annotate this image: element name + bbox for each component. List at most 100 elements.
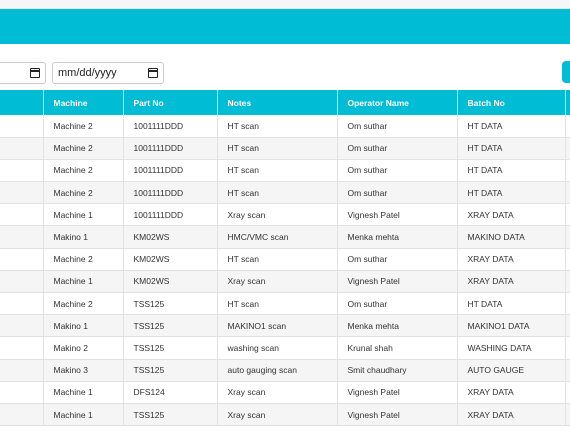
row-leading-cell <box>0 248 44 271</box>
operator-name-cell: Vignesh Patel <box>337 381 458 404</box>
calendar-icon[interactable] <box>148 68 158 78</box>
row-trailing-cell <box>565 292 570 316</box>
table-row[interactable]: Makino 1 KM02WS HMC/VMC scan Menka mehta MAK… <box>0 225 570 249</box>
notes-cell: HT scan <box>217 159 338 183</box>
table-row[interactable]: Machine 1 KM02WS Xray scan Vignesh Patel XRA… <box>0 270 570 294</box>
operator-name-cell: Om suthar <box>337 115 458 138</box>
row-leading-cell <box>0 292 44 316</box>
machine-cell: Machine 2 <box>43 137 124 160</box>
machine-cell: Makino 1 <box>43 314 124 338</box>
column-header-notes[interactable]: Notes <box>217 90 338 115</box>
notes-cell: Xray scan <box>217 270 338 294</box>
part-no-cell: KM02WS <box>123 225 218 249</box>
machine-cell: Machine 2 <box>43 115 124 138</box>
operator-name-cell: Krunal shah <box>337 336 458 360</box>
row-leading-cell <box>0 359 44 382</box>
batch-no-cell: WASHING DATA <box>457 336 566 360</box>
data-table: Machine Part No Notes Operator Name Batc… <box>0 90 570 427</box>
row-trailing-cell <box>565 181 570 205</box>
row-leading-cell <box>0 336 44 360</box>
row-trailing-cell <box>565 225 570 249</box>
column-header-cut <box>0 90 44 115</box>
batch-no-cell: HT DATA <box>457 292 566 316</box>
operator-name-cell: Vignesh Patel <box>337 270 458 294</box>
row-trailing-cell <box>565 159 570 183</box>
part-no-cell: TSS125 <box>123 314 218 338</box>
batch-no-cell: HT DATA <box>457 115 566 138</box>
table-row[interactable]: Machine 2 1001111DDD HT scan Om suthar HT DA… <box>0 137 570 160</box>
operator-name-cell: Om suthar <box>337 292 458 316</box>
part-no-cell: DFS124 <box>123 381 218 404</box>
machine-cell: Machine 2 <box>43 159 124 183</box>
table-row[interactable]: Makino 2 TSS125 washing scan Krunal shah WAS… <box>0 336 570 360</box>
operator-name-cell: Smit chaudhary <box>337 359 458 382</box>
row-trailing-cell <box>565 314 570 338</box>
machine-cell: Makino 2 <box>43 336 124 360</box>
notes-cell: HT scan <box>217 137 338 160</box>
batch-no-cell: XRAY DATA <box>457 403 566 427</box>
column-header-operator-name[interactable]: Operator Name <box>337 90 458 115</box>
action-button[interactable] <box>562 61 570 83</box>
column-header-batch-no[interactable]: Batch No <box>457 90 566 115</box>
part-no-cell: TSS125 <box>123 359 218 382</box>
table-row[interactable]: Machine 1 1001111DDD Xray scan Vignesh Pate… <box>0 203 570 227</box>
operator-name-cell: Menka mehta <box>337 225 458 249</box>
row-trailing-cell <box>565 203 570 227</box>
column-header-part-no[interactable]: Part No <box>123 90 218 115</box>
row-leading-cell <box>0 270 44 294</box>
table-row[interactable]: Machine 2 TSS125 HT scan Om suthar HT DATA <box>0 292 570 316</box>
table-row[interactable]: Machine 2 1001111DDD HT scan Om suthar HT DA… <box>0 115 570 138</box>
batch-no-cell: XRAY DATA <box>457 248 566 271</box>
row-leading-cell <box>0 381 44 404</box>
table-row[interactable]: Machine 2 1001111DDD HT scan Om suthar HT DA… <box>0 159 570 183</box>
table-row[interactable]: Machine 1 TSS125 Xray scan Vignesh Patel XRA… <box>0 403 570 427</box>
operator-name-cell: Om suthar <box>337 137 458 160</box>
row-leading-cell <box>0 159 44 183</box>
batch-no-cell: XRAY DATA <box>457 270 566 294</box>
part-no-cell: TSS125 <box>123 292 218 316</box>
machine-cell: Machine 1 <box>43 203 124 227</box>
batch-no-cell: XRAY DATA <box>457 203 566 227</box>
machine-cell: Machine 1 <box>43 403 124 427</box>
column-header-machine[interactable]: Machine <box>43 90 124 115</box>
top-strip <box>0 0 570 9</box>
column-header-cut <box>565 90 570 115</box>
row-trailing-cell <box>565 248 570 271</box>
operator-name-cell: Vignesh Patel <box>337 203 458 227</box>
row-trailing-cell <box>565 381 570 404</box>
header-banner <box>0 9 570 44</box>
row-leading-cell <box>0 203 44 227</box>
operator-name-cell: Menka mehta <box>337 314 458 338</box>
to-date-input[interactable]: mm/dd/yyyy <box>52 62 164 84</box>
batch-no-cell: AUTO GAUGE <box>457 359 566 382</box>
part-no-cell: KM02WS <box>123 248 218 271</box>
batch-no-cell: HT DATA <box>457 181 566 205</box>
batch-no-cell: HT DATA <box>457 137 566 160</box>
row-trailing-cell <box>565 115 570 138</box>
machine-cell: Machine 2 <box>43 292 124 316</box>
table-row[interactable]: Machine 2 KM02WS HT scan Om suthar XRAY DATA <box>0 248 570 271</box>
row-trailing-cell <box>565 359 570 382</box>
notes-cell: HT scan <box>217 181 338 205</box>
batch-no-cell: HT DATA <box>457 159 566 183</box>
from-date-input[interactable] <box>0 62 46 84</box>
operator-name-cell: Om suthar <box>337 159 458 183</box>
row-leading-cell <box>0 403 44 427</box>
table-row[interactable]: Machine 1 DFS124 Xray scan Vignesh Patel XRA… <box>0 381 570 404</box>
notes-cell: HT scan <box>217 248 338 271</box>
table-row[interactable]: Makino 1 TSS125 MAKINO1 scan Menka mehta MAK… <box>0 314 570 338</box>
calendar-icon[interactable] <box>30 68 40 78</box>
notes-cell: HMC/VMC scan <box>217 225 338 249</box>
table-header-row: Machine Part No Notes Operator Name Batc… <box>0 90 570 115</box>
operator-name-cell: Om suthar <box>337 248 458 271</box>
row-leading-cell <box>0 314 44 338</box>
part-no-cell: 1001111DDD <box>123 203 218 227</box>
operator-name-cell: Vignesh Patel <box>337 403 458 427</box>
notes-cell: Xray scan <box>217 203 338 227</box>
batch-no-cell: MAKINO1 DATA <box>457 314 566 338</box>
part-no-cell: KM02WS <box>123 270 218 294</box>
table-row[interactable]: Makino 3 TSS125 auto gauging scan Smit chau… <box>0 359 570 382</box>
part-no-cell: 1001111DDD <box>123 115 218 138</box>
notes-cell: washing scan <box>217 336 338 360</box>
table-row[interactable]: Machine 2 1001111DDD HT scan Om suthar HT DA… <box>0 181 570 205</box>
